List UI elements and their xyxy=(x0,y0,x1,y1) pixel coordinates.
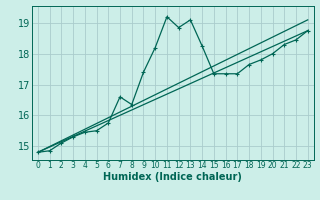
X-axis label: Humidex (Indice chaleur): Humidex (Indice chaleur) xyxy=(103,172,242,182)
